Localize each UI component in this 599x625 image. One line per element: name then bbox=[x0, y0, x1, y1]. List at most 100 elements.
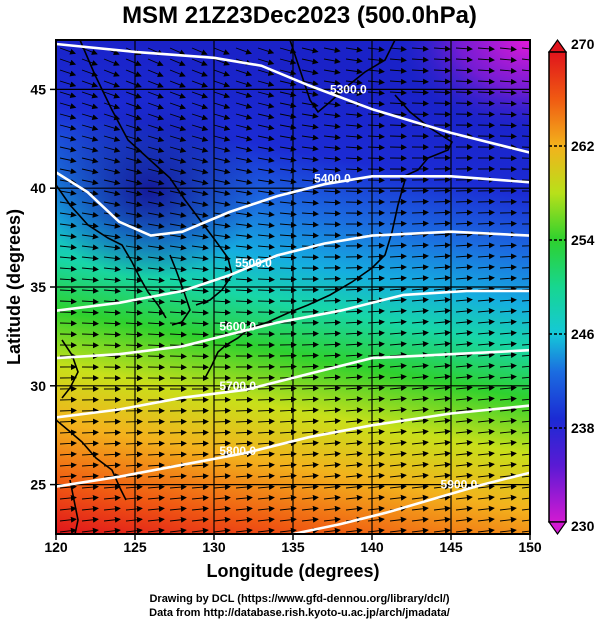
wind-arrow bbox=[411, 483, 429, 490]
wind-arrow bbox=[345, 472, 363, 479]
wind-arrow bbox=[477, 67, 495, 74]
wind-arrow bbox=[59, 255, 77, 261]
wind-arrow bbox=[433, 483, 451, 490]
wind-arrow bbox=[103, 69, 120, 77]
wind-arrow bbox=[455, 89, 473, 96]
wind-arrow bbox=[477, 395, 495, 402]
wind-arrow bbox=[323, 461, 341, 468]
wind-arrow bbox=[411, 286, 429, 293]
wind-arrow bbox=[191, 331, 209, 338]
wind-arrow bbox=[125, 266, 143, 273]
wind-arrow bbox=[191, 135, 209, 142]
wind-arrow bbox=[169, 429, 187, 436]
wind-arrow bbox=[59, 47, 76, 55]
wind-arrow bbox=[147, 353, 165, 360]
wind-arrow bbox=[301, 112, 319, 119]
wind-arrow bbox=[367, 286, 385, 293]
wind-arrow bbox=[323, 47, 341, 54]
wind-arrow bbox=[169, 113, 187, 121]
wind-arrow bbox=[323, 319, 341, 326]
wind-arrow bbox=[499, 253, 517, 260]
wind-arrow bbox=[433, 318, 451, 325]
wind-arrow bbox=[389, 341, 407, 348]
wind-arrow bbox=[257, 91, 275, 98]
wind-arrow bbox=[367, 46, 385, 53]
wind-arrow bbox=[345, 122, 363, 129]
wind-arrow bbox=[323, 418, 341, 425]
wind-arrow bbox=[103, 527, 121, 534]
wind-arrow bbox=[367, 450, 385, 457]
wind-arrow bbox=[499, 417, 517, 424]
wind-arrow bbox=[169, 212, 187, 219]
wind-arrow bbox=[411, 253, 429, 260]
wind-arrow bbox=[235, 91, 253, 99]
wind-arrow bbox=[147, 266, 165, 273]
wind-arrow bbox=[455, 406, 473, 413]
wind-arrow bbox=[477, 494, 495, 501]
wind-arrow bbox=[455, 198, 473, 205]
wind-arrow bbox=[433, 428, 451, 435]
wind-arrow bbox=[389, 275, 407, 282]
wind-arrow bbox=[323, 407, 341, 414]
wind-arrow bbox=[191, 47, 208, 56]
wind-arrow bbox=[191, 102, 209, 110]
wind-arrow bbox=[235, 47, 252, 55]
wind-arrow bbox=[191, 440, 209, 447]
wind-arrow bbox=[235, 189, 253, 196]
wind-arrow bbox=[125, 212, 143, 219]
wind-arrow bbox=[411, 220, 429, 227]
wind-arrow bbox=[323, 505, 341, 512]
wind-arrow bbox=[191, 179, 209, 186]
wind-arrow bbox=[147, 255, 165, 262]
wind-arrow bbox=[191, 309, 209, 316]
wind-arrow bbox=[433, 198, 451, 205]
wind-arrow bbox=[147, 516, 165, 523]
wind-arrow bbox=[389, 297, 407, 304]
wind-arrow bbox=[411, 297, 429, 304]
wind-arrow bbox=[81, 113, 99, 121]
wind-arrow bbox=[169, 277, 187, 284]
wind-arrow bbox=[411, 373, 429, 380]
wind-arrow bbox=[169, 495, 187, 501]
wind-arrow bbox=[367, 264, 385, 271]
wind-arrow bbox=[59, 287, 77, 294]
wind-arrow bbox=[367, 89, 385, 96]
wind-arrow bbox=[345, 418, 363, 425]
wind-arrow bbox=[191, 266, 209, 273]
wind-arrow bbox=[191, 320, 209, 327]
contour-label: 5300.0 bbox=[330, 82, 367, 96]
wind-arrow bbox=[169, 309, 187, 316]
wind-arrow bbox=[455, 67, 473, 74]
wind-arrow bbox=[367, 352, 385, 359]
wind-arrow bbox=[213, 484, 231, 491]
wind-arrow bbox=[81, 233, 99, 240]
wind-arrow bbox=[455, 505, 473, 512]
wind-arrow bbox=[213, 80, 231, 88]
wind-arrow bbox=[367, 407, 385, 413]
wind-arrow bbox=[367, 417, 385, 424]
wind-arrow bbox=[323, 483, 341, 490]
wind-arrow bbox=[367, 374, 385, 381]
wind-arrow bbox=[235, 429, 253, 436]
wind-arrow bbox=[59, 113, 77, 120]
wind-arrow bbox=[147, 331, 165, 338]
wind-arrow bbox=[59, 58, 77, 66]
wind-arrow bbox=[301, 69, 319, 76]
wind-arrow bbox=[367, 253, 385, 260]
wind-arrow bbox=[147, 157, 165, 164]
contour-line bbox=[56, 230, 530, 312]
wind-arrow bbox=[81, 222, 99, 229]
wind-arrow bbox=[147, 146, 165, 153]
wind-arrow bbox=[213, 179, 231, 186]
wind-arrow bbox=[191, 91, 209, 99]
wind-arrow bbox=[59, 135, 77, 142]
wind-arrow bbox=[411, 209, 429, 216]
wind-arrow bbox=[411, 56, 429, 63]
wind-arrow bbox=[257, 527, 275, 534]
wind-arrow bbox=[499, 505, 517, 512]
wind-arrow bbox=[301, 341, 319, 348]
wind-arrow bbox=[345, 79, 363, 86]
wind-arrow bbox=[191, 287, 209, 294]
wind-arrow bbox=[455, 362, 473, 369]
